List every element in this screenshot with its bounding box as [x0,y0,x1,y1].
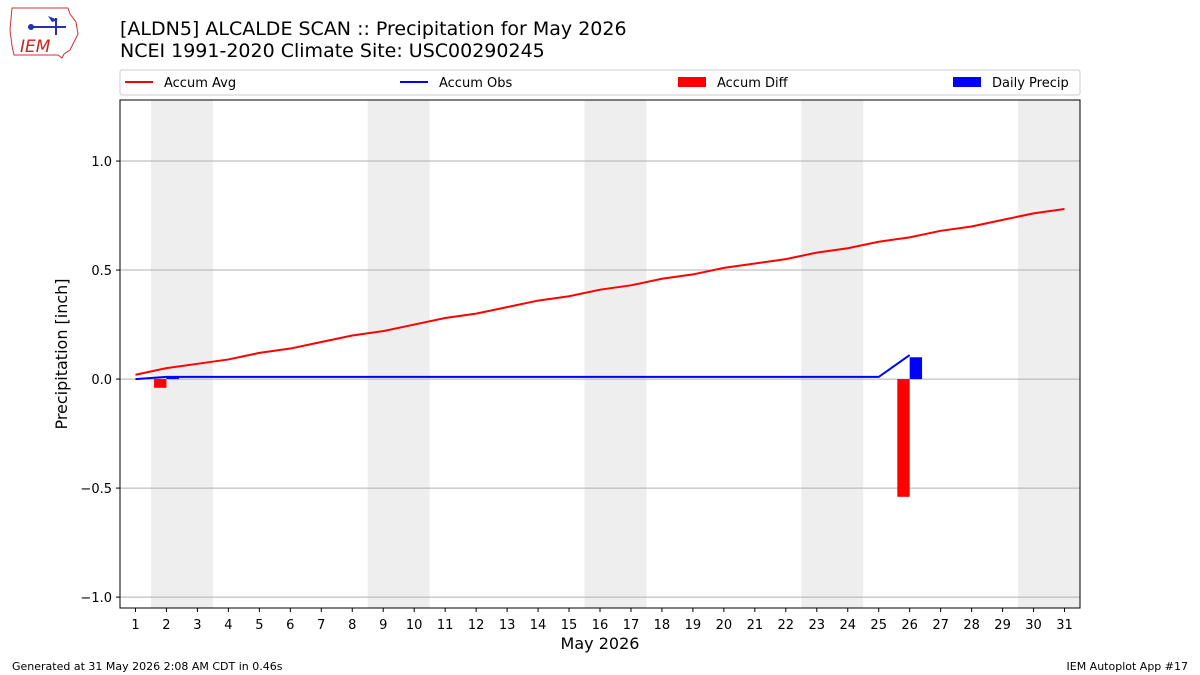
footer-app: IEM Autoplot App #17 [1067,660,1189,673]
series-lines [135,208,1065,381]
legend-label-accum-obs: Accum Obs [439,76,512,91]
x-tick-label: 2 [162,618,170,633]
x-tick-label: 19 [685,618,702,633]
weekend-band-4 [801,100,864,608]
x-tick-label: 31 [1056,618,1073,633]
y-tick-label: 0.0 [91,373,112,388]
x-tick-label: 4 [224,618,232,633]
x-tick-label: 27 [932,618,949,633]
x-tick-label: 7 [317,618,325,633]
x-tick-label: 18 [654,618,671,633]
weekend-band-2 [367,100,430,608]
plot-area: 1.00.50.0−0.5−1.0 1 2 3 4 5 6 7 8 9 10 11 12 13 14 15 1… [80,99,1081,633]
legend-label-accum-diff: Accum Diff [717,76,789,91]
legend-swatch-daily-precip [953,77,981,87]
x-tick-label: 22 [778,618,795,633]
x-axis-label: May 2026 [561,634,640,653]
legend-label-accum-avg: Accum Avg [164,76,236,91]
x-tick-label: 21 [747,618,764,633]
y-axis: 1.0 0.5 0.0 −0.5 −1.0 [80,155,120,606]
x-tick-label: 23 [809,618,826,633]
weekend-band-1 [150,100,213,608]
accum-diff-bar-day-2 [154,379,167,388]
weekend-bands [150,100,1080,608]
bars [154,357,923,497]
legend-swatch-accum-diff [678,77,706,87]
legend-frame [119,69,1081,96]
y-tick-label: −0.5 [80,482,112,497]
x-tick-label: 30 [1025,618,1042,633]
x-tick-label: 5 [255,618,263,633]
accum-obs-line [135,354,911,381]
x-tick-label: 11 [437,618,454,633]
x-tick-label: 20 [716,618,733,633]
x-tick-label: 12 [468,618,485,633]
x-tick-label: 13 [499,618,516,633]
logo-dot-icon [28,24,34,30]
x-tick-label: 29 [994,618,1011,633]
x-tick-label: 10 [406,618,423,633]
x-tick-label: 15 [561,618,578,633]
iowa-outline-icon [9,7,79,59]
weekend-band-3 [584,100,647,608]
daily-precip-bar-day-2 [166,376,179,380]
x-tick-label: 24 [839,618,856,633]
y-axis-label: Precipitation [inch] [52,278,71,429]
legend: Accum Avg Accum Obs Accum Diff Daily Precip [119,69,1081,96]
y-tick-label: 1.0 [91,155,112,170]
x-tick-label: 17 [623,618,640,633]
x-tick-label: 1 [131,618,139,633]
x-tick-label: 8 [348,618,356,633]
x-axis: 1 2 3 4 5 6 7 8 9 10 11 12 13 14 15 16 17 18 19 20 21 22 23 24 2… [131,608,1073,633]
x-tick-label: 16 [592,618,609,633]
chart-title-line2: NCEI 1991-2020 Climate Site: USC00290245 [120,40,545,62]
x-tick-label: 3 [193,618,201,633]
footer-generated: Generated at 31 May 2026 2:08 AM CDT in … [12,660,283,673]
x-tick-label: 25 [870,618,887,633]
y-tick-label: 0.5 [91,264,112,279]
logo-text: IEM [20,37,51,57]
x-tick-label: 6 [286,618,294,633]
accum-avg-line [135,208,1065,376]
accum-diff-bar-day-26 [897,379,910,497]
x-tick-label: 28 [963,618,980,633]
x-tick-label: 9 [379,618,387,633]
chart-title-line1: [ALDN5] ALCALDE SCAN :: Precipitation fo… [120,18,627,40]
y-tick-label: −1.0 [80,591,112,606]
x-tick-label: 14 [530,618,547,633]
logo-vane-icon [48,16,58,22]
x-tick-label: 26 [901,618,918,633]
weekend-band-5 [1018,100,1080,608]
daily-precip-bar-day-26 [909,357,923,380]
iem-logo: IEM [9,7,79,59]
y-gridlines [120,160,1080,598]
legend-label-daily-precip: Daily Precip [992,76,1069,91]
